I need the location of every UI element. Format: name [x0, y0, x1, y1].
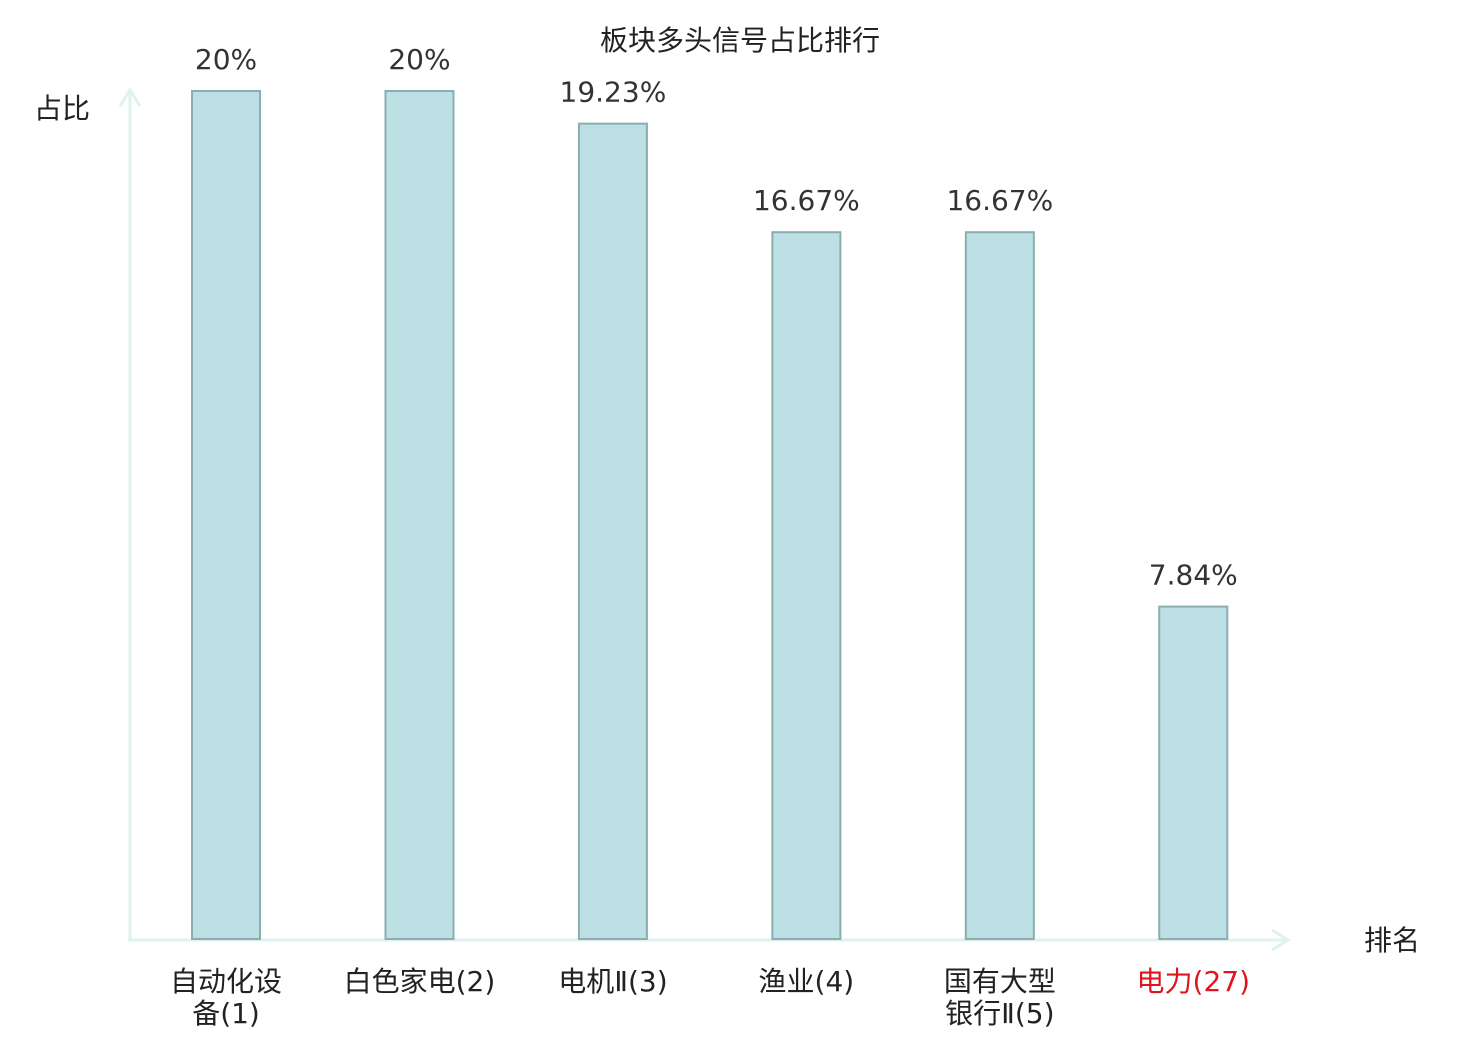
x-axis-arrow	[1271, 928, 1291, 952]
bar	[191, 90, 262, 940]
x-tick-label: 电力(27)	[1137, 965, 1250, 998]
bar	[384, 90, 455, 940]
x-tick-label: 渔业(4)	[759, 965, 855, 998]
x-tick-label: 电机Ⅱ(3)	[558, 965, 667, 998]
value-label: 16.67%	[753, 184, 860, 217]
value-label: 7.84%	[1149, 559, 1238, 592]
bar	[964, 231, 1035, 940]
x-tick-label-line: 国有大型	[944, 965, 1056, 998]
axes	[118, 87, 1291, 952]
chart-title: 板块多头信号占比排行	[600, 24, 880, 57]
value-label: 20%	[195, 43, 257, 76]
x-tick-label-line: 银行Ⅱ(5)	[945, 997, 1054, 1030]
x-tick-label-line: 自动化设	[170, 965, 282, 998]
value-label: 16.67%	[946, 184, 1053, 217]
x-tick-label: 白色家电(2)	[344, 965, 496, 998]
y-axis-label: 占比	[34, 92, 90, 125]
y-axis-arrow	[118, 87, 142, 107]
x-axis-label: 排名	[1364, 924, 1420, 957]
bar	[577, 122, 648, 940]
x-tick-label-line: 备(1)	[192, 997, 260, 1030]
bar	[1158, 605, 1229, 940]
x-tick-label: 自动化设备(1)	[170, 965, 282, 1030]
bar	[771, 231, 842, 940]
value-label: 19.23%	[560, 76, 667, 109]
x-tick-label: 国有大型银行Ⅱ(5)	[944, 965, 1056, 1030]
value-label: 20%	[388, 43, 450, 76]
